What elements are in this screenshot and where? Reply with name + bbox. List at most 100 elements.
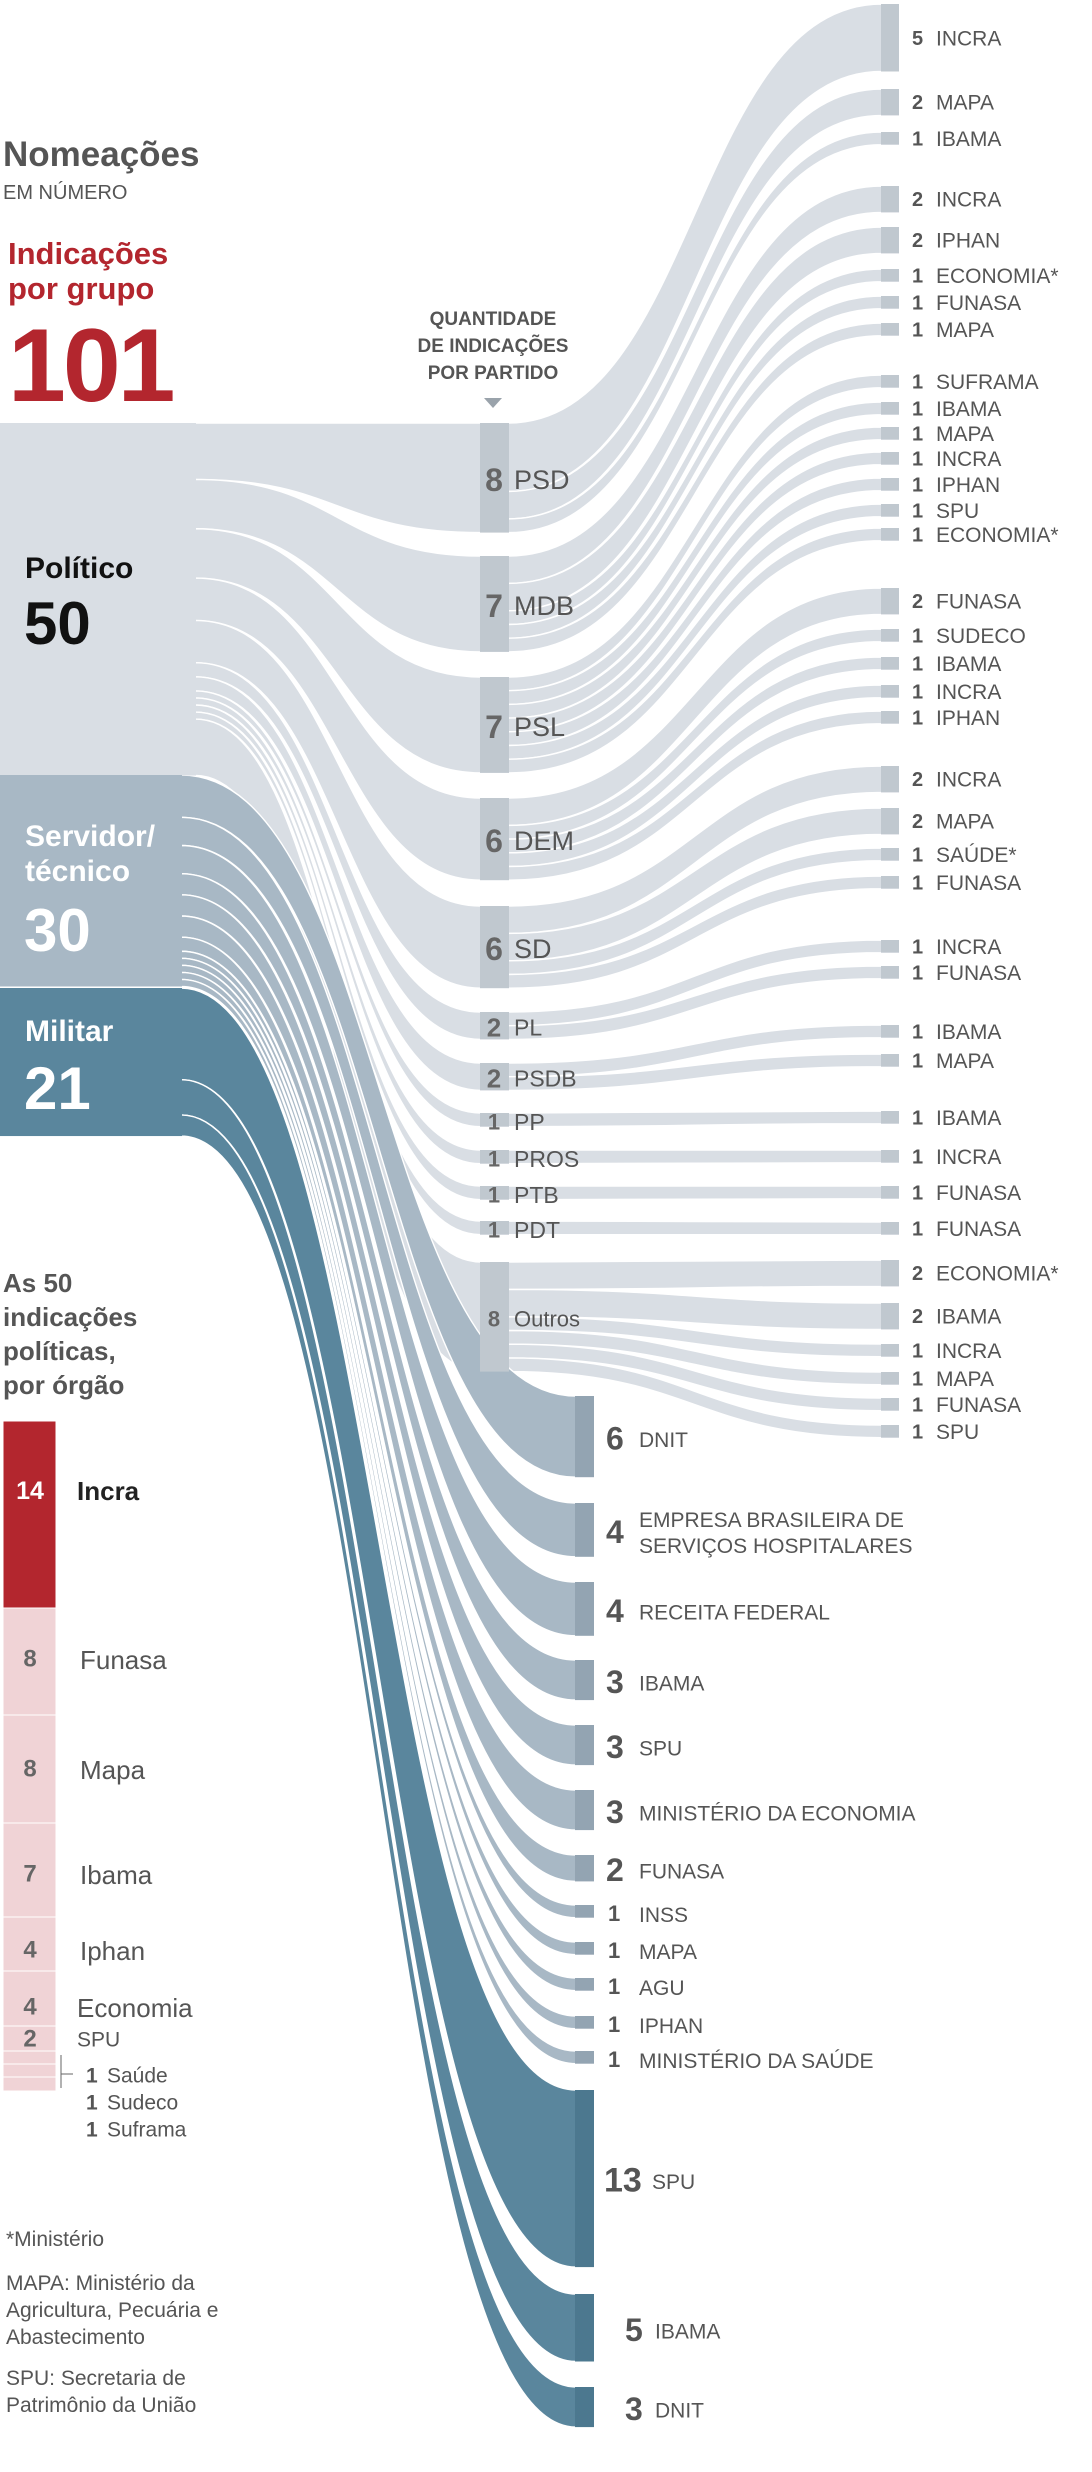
org-count: 1 — [608, 1901, 620, 1926]
agency-chart-title: indicações — [3, 1302, 137, 1332]
group-label-servidor: Servidor/ — [25, 820, 156, 853]
org-node — [881, 1303, 899, 1330]
party-node-psdb — [480, 1063, 509, 1091]
org-node — [881, 1425, 899, 1438]
org-name: MAPA — [936, 1368, 994, 1391]
org-node — [881, 766, 899, 793]
footnote-mapa: MAPA: Ministério da — [6, 2272, 195, 2295]
org-count: 1 — [912, 319, 923, 341]
org-name: IBAMA — [936, 128, 1001, 151]
footnote-mapa: Agricultura, Pecuária e — [6, 2299, 218, 2322]
agency-count: 8 — [23, 1646, 36, 1673]
org-node — [881, 685, 899, 698]
servidor-org-node — [575, 1725, 594, 1766]
militar-org-node — [575, 2387, 594, 2428]
org-name: MAPA — [936, 423, 994, 446]
org-count: 3 — [625, 2391, 643, 2427]
agency-name: Ibama — [80, 1860, 153, 1890]
org-count: 6 — [606, 1421, 624, 1457]
org-count: 1 — [912, 1050, 923, 1072]
org-count: 4 — [606, 1593, 624, 1629]
party-count: 2 — [487, 1064, 501, 1094]
org-count: 1 — [608, 1938, 620, 1963]
org-node — [881, 1025, 899, 1038]
militar-org-node — [575, 2090, 594, 2268]
org-name: ECONOMIA* — [936, 265, 1059, 288]
org-name: MINISTÉRIO DA ECONOMIA — [639, 1803, 916, 1826]
org-count: 1 — [608, 1974, 620, 1999]
servidor-org-node — [575, 1942, 594, 1955]
org-count: 1 — [912, 936, 923, 958]
agency-bar-economia — [2, 1970, 57, 2027]
org-node — [881, 375, 899, 388]
party-name: PSDB — [514, 1066, 577, 1092]
agency-bar-funasa — [2, 1607, 57, 1716]
agency-count: 14 — [16, 1477, 44, 1505]
org-name: INCRA — [936, 1340, 1001, 1363]
org-name: INCRA — [936, 769, 1001, 792]
org-name: SPU — [936, 1421, 979, 1444]
org-name: ECONOMIA* — [936, 524, 1059, 547]
org-node — [881, 1186, 899, 1199]
party-name: DEM — [514, 826, 574, 856]
org-count: 2 — [912, 92, 923, 114]
org-node — [881, 657, 899, 670]
flow-party-org — [507, 1220, 883, 1236]
org-name: IPHAN — [639, 2015, 703, 2038]
org-name: FUNASA — [936, 1218, 1021, 1241]
org-count: 1 — [912, 625, 923, 647]
org-node — [881, 89, 899, 116]
org-count: 1 — [912, 500, 923, 522]
org-name: IBAMA — [655, 2320, 720, 2343]
org-node — [881, 876, 899, 889]
org-name: EMPRESA BRASILEIRA DE SERVIÇOS HOSPITALAR… — [639, 1508, 912, 1557]
org-count: 13 — [604, 2162, 642, 2200]
party-name: SD — [514, 934, 552, 964]
org-name: INSS — [639, 1904, 688, 1927]
org-count: 1 — [912, 872, 923, 894]
org-count: 2 — [912, 769, 923, 791]
party-count: 6 — [485, 823, 503, 859]
flow-party-org — [507, 374, 883, 692]
servidor-org-node — [575, 2016, 594, 2029]
agency-bar-sudeco — [2, 2063, 57, 2078]
org-count: 1 — [912, 1340, 923, 1362]
org-node — [881, 848, 899, 861]
org-count: 5 — [625, 2312, 643, 2348]
org-count: 1 — [912, 681, 923, 703]
servidor-org-node — [575, 1396, 594, 1478]
party-node-pdt — [480, 1221, 509, 1235]
party-count: 1 — [488, 1109, 500, 1134]
group-count-militar: 21 — [24, 1055, 91, 1122]
servidor-org-node — [575, 1978, 594, 1991]
footnote-asterisk: *Ministério — [6, 2228, 104, 2251]
down-triangle-icon — [484, 398, 502, 408]
flow-party-org — [507, 1259, 883, 1291]
party-node-psl — [480, 677, 509, 773]
org-count: 1 — [912, 1107, 923, 1129]
org-count: 1 — [912, 1146, 923, 1168]
party-header-line1: QUANTIDADE — [430, 309, 557, 330]
org-name: IBAMA — [936, 398, 1001, 421]
org-node — [881, 966, 899, 979]
org-count: 5 — [912, 28, 923, 50]
org-node — [881, 269, 899, 282]
party-name: Outros — [514, 1306, 580, 1331]
party-header-line2: DE INDICAÇÕES — [418, 335, 569, 357]
org-count: 4 — [606, 1514, 624, 1550]
org-name: IPHAN — [936, 707, 1000, 730]
page-subtitle: EM NÚMERO — [3, 181, 127, 204]
agency-name: Incra — [77, 1476, 140, 1506]
party-count: 2 — [487, 1013, 501, 1043]
org-count: 2 — [912, 591, 923, 613]
org-node — [881, 808, 899, 835]
agency-count: 1 — [86, 2119, 98, 2142]
party-count: 1 — [488, 1182, 500, 1207]
org-name: MAPA — [639, 1941, 697, 1964]
org-node — [881, 588, 899, 615]
group-title-line2: por grupo — [8, 271, 154, 306]
org-count: 3 — [606, 1664, 624, 1700]
org-node — [881, 1260, 899, 1287]
agency-count: 7 — [23, 1861, 36, 1888]
org-node — [881, 940, 899, 953]
